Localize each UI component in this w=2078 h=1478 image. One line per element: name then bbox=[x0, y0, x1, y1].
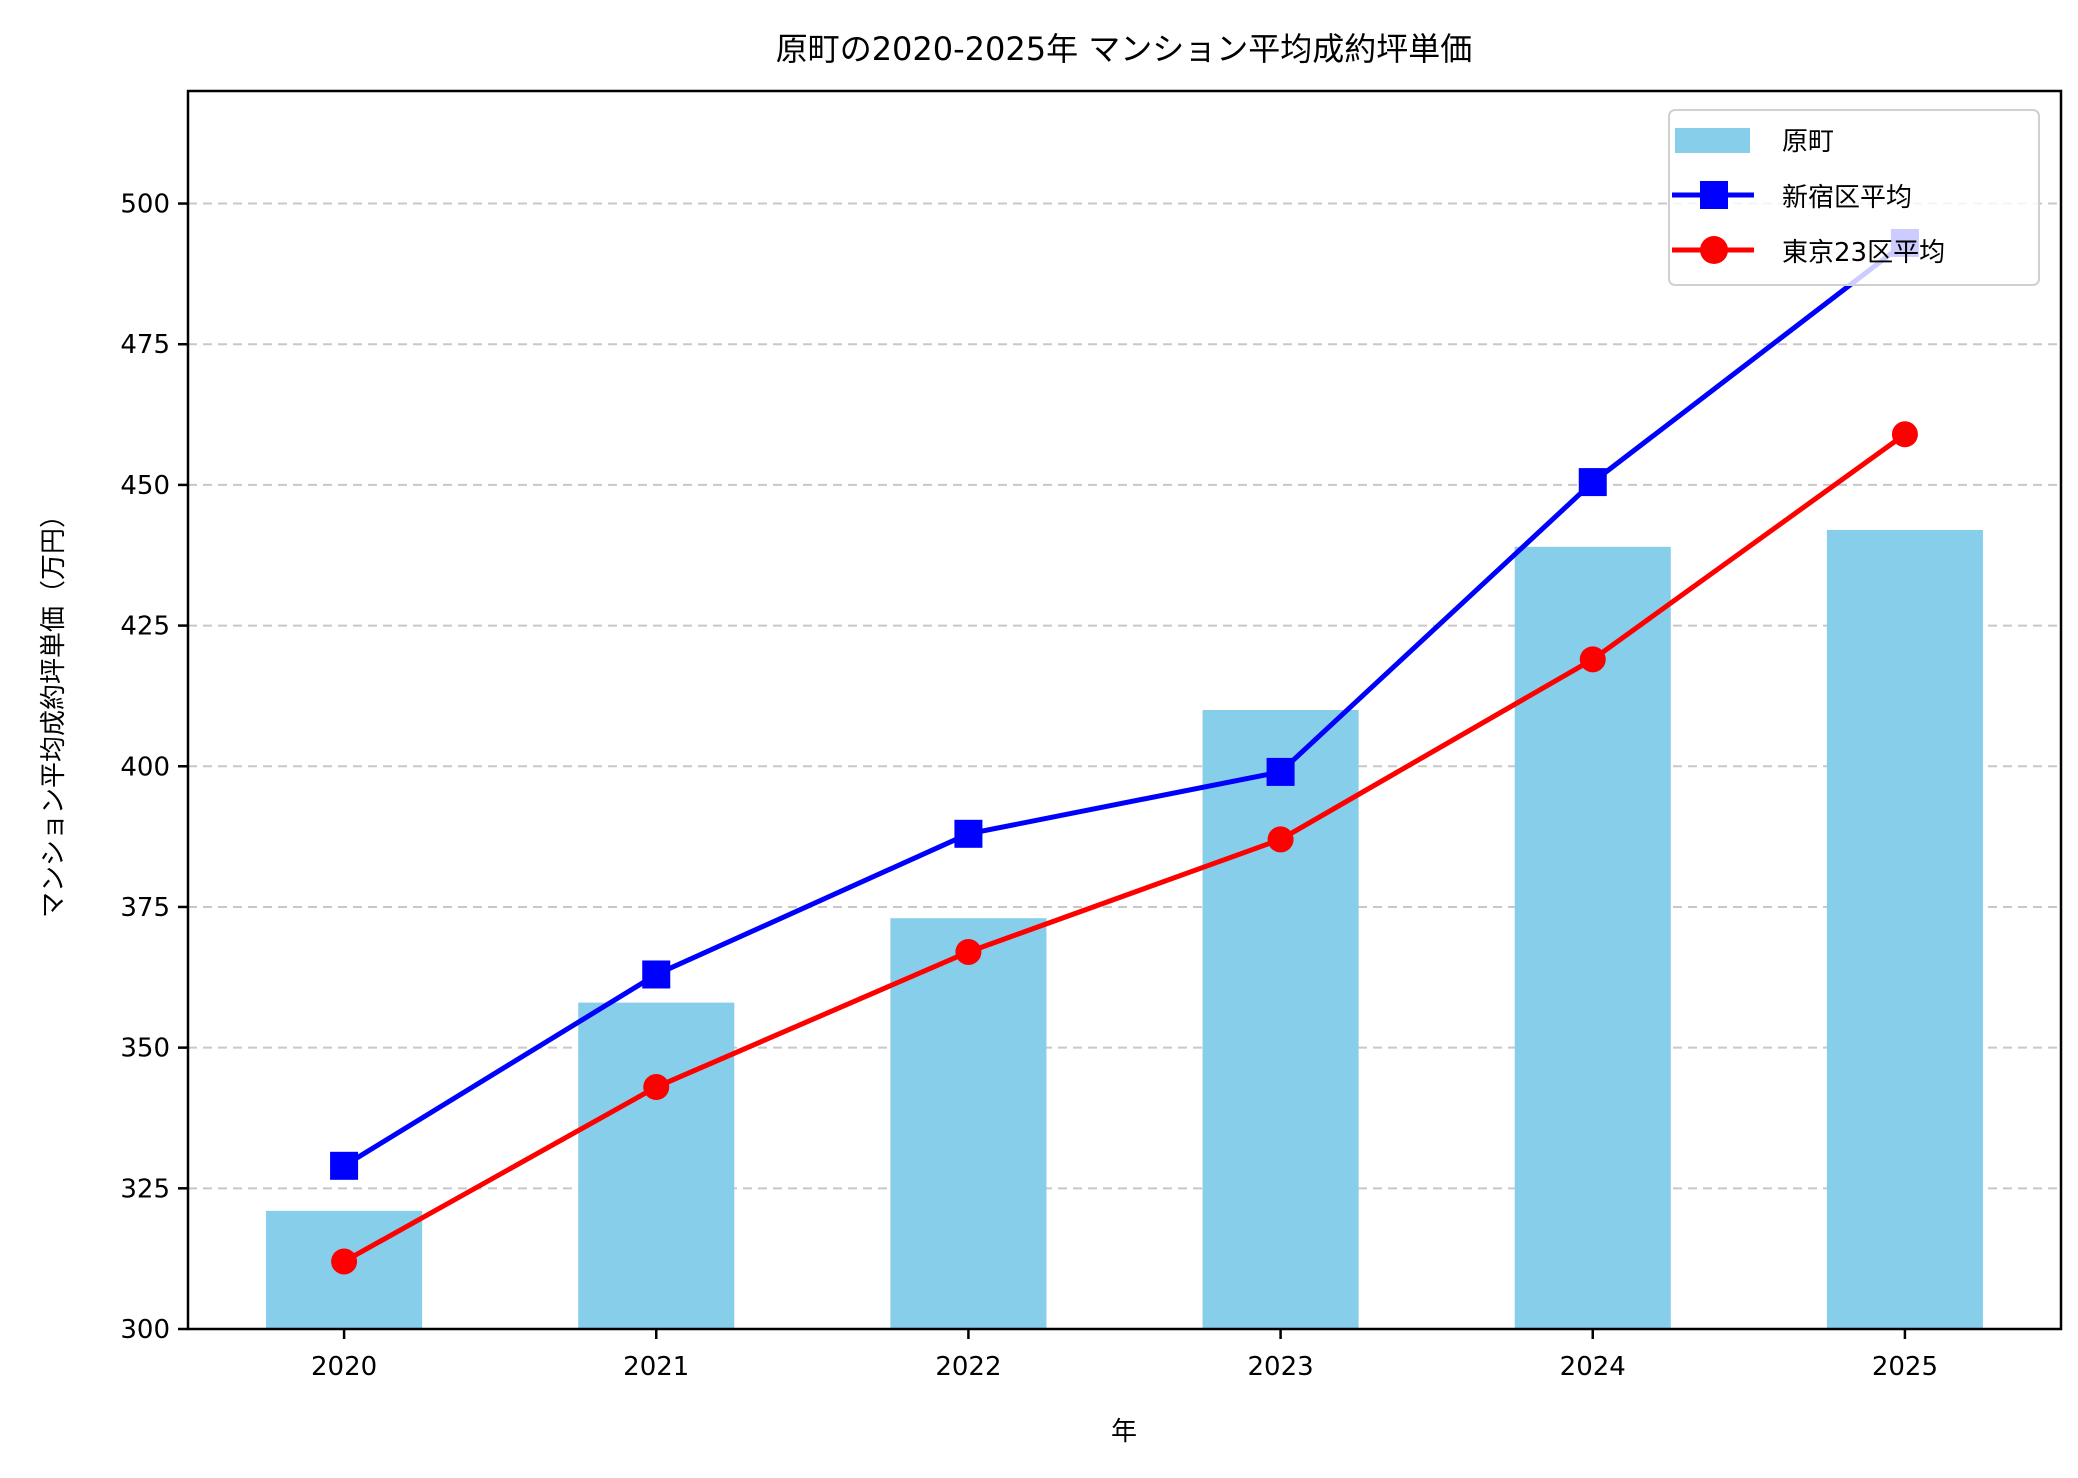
legend-frame bbox=[1668, 109, 2040, 286]
y-tick-label: 425 bbox=[120, 612, 170, 642]
y-tick-label: 350 bbox=[120, 1034, 170, 1064]
legend-label-1: 新宿区平均 bbox=[1782, 183, 1912, 213]
y-axis-label: マンション平均成約坪単価（万円） bbox=[39, 502, 69, 918]
bar-2023 bbox=[1202, 710, 1359, 1329]
marker-square-2020 bbox=[330, 1151, 359, 1180]
marker-square-2021 bbox=[642, 960, 671, 989]
x-tick-label: 2023 bbox=[1247, 1352, 1313, 1382]
x-tick-label: 2022 bbox=[935, 1352, 1001, 1382]
marker-square-2024 bbox=[1578, 468, 1607, 497]
y-tick-label: 450 bbox=[120, 471, 170, 501]
marker-circle-2020 bbox=[331, 1248, 358, 1275]
grid bbox=[188, 202, 2061, 1330]
x-tick-label: 2025 bbox=[1872, 1352, 1938, 1382]
y-tick-label: 300 bbox=[120, 1315, 170, 1345]
chart-title: 原町の2020-2025年 マンション平均成約坪単価 bbox=[776, 30, 1473, 68]
bar-2022 bbox=[890, 918, 1047, 1329]
marker-circle-2023 bbox=[1267, 826, 1294, 853]
bar-2021 bbox=[578, 1002, 735, 1329]
line-square bbox=[342, 240, 1907, 1168]
plot-frame bbox=[186, 89, 2063, 1331]
marker-circle-2025 bbox=[1891, 421, 1918, 448]
marker-circle-2024 bbox=[1579, 646, 1606, 673]
line-circle bbox=[342, 432, 1907, 1264]
y-tick-label: 475 bbox=[120, 330, 170, 360]
legend-swatch-bar bbox=[1675, 128, 1750, 153]
marker-square-2022 bbox=[954, 819, 983, 848]
y-tick-label: 375 bbox=[120, 893, 170, 923]
legend-label-2: 東京23区平均 bbox=[1782, 238, 1945, 268]
x-tick-label: 2020 bbox=[311, 1352, 377, 1382]
legend-marker-circle bbox=[1700, 236, 1728, 264]
legend-marker-square bbox=[1700, 181, 1728, 209]
legend: 原町 新宿区平均 東京23区平均 bbox=[1668, 109, 2040, 286]
lines bbox=[330, 228, 1919, 1275]
x-tick-label: 2021 bbox=[623, 1352, 689, 1382]
bar-2025 bbox=[1826, 529, 1983, 1329]
marker-circle-2022 bbox=[955, 938, 982, 965]
marker-square-2023 bbox=[1266, 757, 1295, 786]
y-tick-label: 400 bbox=[120, 752, 170, 782]
x-axis-label: 年 bbox=[1111, 1417, 1137, 1447]
legend-label-0: 原町 bbox=[1782, 127, 1834, 157]
x-tick-label: 2024 bbox=[1560, 1352, 1626, 1382]
y-tick-label: 500 bbox=[120, 190, 170, 220]
bar-2024 bbox=[1514, 546, 1671, 1329]
y-axis: 300 325 350 375 400 425 450 475 500 bbox=[120, 190, 188, 1345]
bars bbox=[266, 529, 1983, 1329]
y-tick-label: 325 bbox=[120, 1174, 170, 1204]
marker-circle-2021 bbox=[643, 1074, 670, 1101]
x-axis: 2020 2021 2022 2023 2024 2025 bbox=[311, 1329, 1938, 1382]
